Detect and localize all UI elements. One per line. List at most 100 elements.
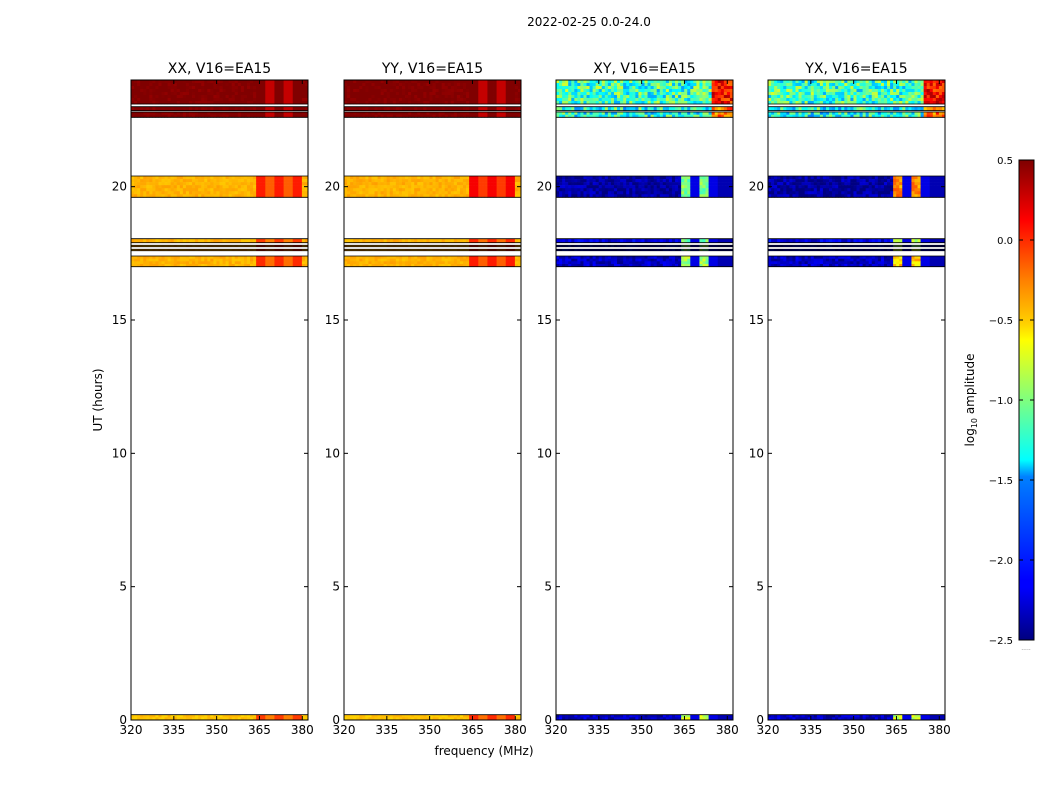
heatmap-band — [768, 248, 946, 252]
heatmap-band — [768, 175, 946, 198]
heatmap-band — [344, 111, 522, 118]
x-tick-label: 335 — [799, 723, 822, 737]
panel-3: YX, V16=EA15 320 335 350 365 380 0 5 10 15 20 — [749, 61, 951, 737]
colorbar-label-log: log — [963, 428, 977, 446]
heatmap-band — [131, 714, 309, 721]
colorbar: 0.5 0.0 −0.5 −1.0 −1.5 −2.0 −2.5 log10 amplitu… — [963, 156, 1035, 652]
y-tick-label: 5 — [119, 580, 127, 594]
x-tick-label: 320 — [120, 723, 143, 737]
heatmap-band — [131, 79, 309, 105]
heatmap-band — [768, 111, 946, 118]
heatmap-band — [556, 106, 734, 112]
colorbar-label: log10 amplitude — [963, 354, 979, 447]
x-tick-label: 365 — [461, 723, 484, 737]
y-tick-label: 15 — [112, 313, 127, 327]
x-tick-label: 380 — [928, 723, 951, 737]
heatmap-band — [131, 175, 309, 198]
panel-title: XY, V16=EA15 — [593, 61, 695, 77]
colorbar-tick-label: 0.5 — [997, 156, 1013, 167]
heatmap-band — [556, 248, 734, 252]
x-tick-label: 380 — [291, 723, 314, 737]
heatmap-band — [344, 79, 522, 105]
suptitle: 2022-02-25 0.0-24.0 — [527, 15, 651, 29]
heatmap-band — [344, 714, 522, 721]
y-tick-label: 15 — [537, 313, 552, 327]
heatmap-band — [556, 244, 734, 248]
heatmap-band — [556, 79, 734, 105]
heatmap-band — [556, 714, 734, 721]
x-tick-label: 380 — [504, 723, 527, 737]
colorbar-label-rest: amplitude — [963, 354, 977, 418]
y-tick-label: 10 — [325, 446, 340, 460]
x-tick-label: 365 — [673, 723, 696, 737]
heatmap-band — [556, 111, 734, 118]
y-tick-label: 5 — [332, 580, 340, 594]
y-tick-label: 0 — [756, 713, 764, 727]
y-tick-label: 0 — [544, 713, 552, 727]
colorbar-tick-label: −2.0 — [989, 556, 1013, 567]
y-tick-label: 10 — [537, 446, 552, 460]
x-tick-label: 380 — [716, 723, 739, 737]
y-tick-label: 10 — [112, 446, 127, 460]
colorbar-tick-label: −0.5 — [989, 316, 1013, 327]
heatmap-band — [768, 238, 946, 244]
heatmap-band — [344, 244, 522, 248]
y-tick-label: 20 — [537, 180, 552, 194]
panel-title: YY, V16=EA15 — [381, 61, 483, 77]
y-tick-label: 20 — [112, 180, 127, 194]
x-tick-label: 365 — [248, 723, 271, 737]
x-tick-label: 350 — [205, 723, 228, 737]
heatmap-band — [131, 111, 309, 118]
colorbar-tick-label: −1.0 — [989, 396, 1013, 407]
x-axis-label: frequency (MHz) — [434, 744, 533, 758]
y-tick-label: 15 — [749, 313, 764, 327]
heatmap-band — [131, 106, 309, 112]
y-tick-label: 20 — [325, 180, 340, 194]
panel-title: YX, V16=EA15 — [804, 61, 907, 77]
colorbar-tick-label: 0.0 — [997, 236, 1013, 247]
heatmap-band — [768, 714, 946, 721]
heatmap-band — [556, 238, 734, 244]
axes-frame — [767, 79, 946, 721]
heatmap-band — [768, 106, 946, 112]
y-tick-label: 0 — [119, 713, 127, 727]
heatmap-band — [131, 255, 309, 268]
x-tick-label: 320 — [333, 723, 356, 737]
heatmap-band — [344, 238, 522, 244]
heatmap-band — [344, 255, 522, 268]
y-tick-label: 20 — [749, 180, 764, 194]
x-tick-label: 365 — [885, 723, 908, 737]
y-tick-label: 0 — [332, 713, 340, 727]
x-tick-label: 350 — [630, 723, 653, 737]
heatmap-band — [131, 244, 309, 248]
heatmap-band — [556, 255, 734, 268]
heatmap-band — [556, 175, 734, 198]
heatmap-band — [344, 175, 522, 198]
heatmap-band — [344, 248, 522, 252]
x-tick-label: 320 — [757, 723, 780, 737]
heatmap-band — [131, 248, 309, 252]
heatmap-band — [768, 244, 946, 248]
x-tick-label: 335 — [375, 723, 398, 737]
heatmap-band — [131, 238, 309, 244]
colorbar-ticks: 0.5 0.0 −0.5 −1.0 −1.5 −2.0 −2.5 — [989, 156, 1034, 647]
x-tick-label: 350 — [842, 723, 865, 737]
axes-frame — [555, 79, 734, 721]
y-tick-label: 10 — [749, 446, 764, 460]
x-tick-label: 335 — [587, 723, 610, 737]
heatmap-band — [344, 106, 522, 112]
heatmap-band — [768, 255, 946, 268]
y-tick-label: 15 — [325, 313, 340, 327]
x-tick-label: 335 — [162, 723, 185, 737]
panel-0: XX, V16=EA15 320 335 350 365 380 0 5 10 15 20 — [112, 61, 314, 737]
panel-1: YY, V16=EA15 320 335 350 365 380 0 5 10 15 20 — [325, 61, 527, 737]
colorbar-label-sub: 10 — [970, 418, 979, 428]
x-tick-label: 350 — [418, 723, 441, 737]
y-tick-label: 5 — [756, 580, 764, 594]
panel-2: XY, V16=EA15 320 335 350 365 380 0 5 10 15 20 — [537, 61, 739, 737]
x-tick-label: 320 — [545, 723, 568, 737]
colorbar-tick-label: −2.5 — [989, 636, 1013, 647]
axes-frame — [130, 79, 309, 721]
